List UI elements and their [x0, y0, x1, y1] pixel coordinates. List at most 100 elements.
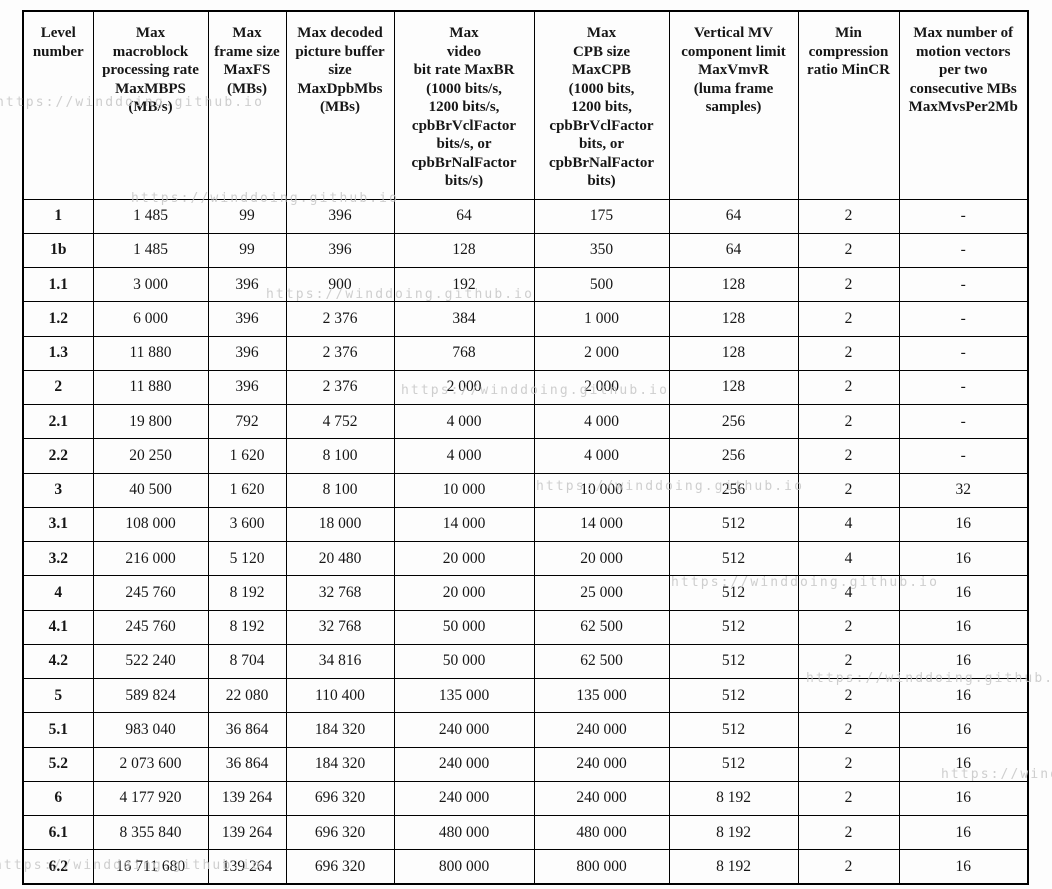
value-cell: 128 — [668, 301, 799, 337]
value-cell: 1 485 — [92, 232, 209, 269]
column-header: Level number — [22, 10, 94, 200]
value-cell: 20 000 — [393, 540, 535, 577]
column-header: Min compression ratio MinCR — [797, 10, 900, 200]
value-cell: 192 — [393, 266, 535, 303]
value-cell: 32 768 — [285, 575, 395, 611]
column-header: Max CPB size MaxCPB (1000 bits, 1200 bit… — [533, 10, 670, 200]
level-cell: 6.2 — [22, 849, 94, 885]
value-cell: 16 711 680 — [92, 849, 209, 885]
value-cell: 800 000 — [533, 849, 670, 885]
value-cell: 99 — [207, 232, 287, 269]
value-cell: 240 000 — [393, 712, 535, 748]
value-cell: 2 — [797, 849, 900, 885]
table-row: 4.2 522 240 8 704 34 816 50 000 62 500 512 2 16 — [22, 643, 1029, 680]
value-cell: 900 — [285, 266, 395, 303]
value-cell: 4 — [797, 575, 900, 611]
value-cell: - — [898, 438, 1029, 474]
value-cell: 139 264 — [207, 814, 287, 851]
value-cell: 25 000 — [533, 575, 670, 611]
value-cell: 99 — [207, 198, 287, 234]
value-cell: 16 — [898, 540, 1029, 577]
value-cell: 16 — [898, 712, 1029, 748]
value-cell: 4 752 — [285, 403, 395, 440]
value-cell: 396 — [285, 198, 395, 234]
table-header: Level number Max macroblock processing ra… — [22, 10, 1029, 200]
value-cell: 20 480 — [285, 540, 395, 577]
table-row: 5.1 983 040 36 864 184 320 240 000 240 000 512… — [22, 712, 1029, 748]
value-cell: 16 — [898, 814, 1029, 851]
value-cell: 1 000 — [533, 301, 670, 337]
level-cell: 3.1 — [22, 506, 94, 543]
table-row: 2.2 20 250 1 620 8 100 4 000 4 000 256 2- — [22, 438, 1029, 474]
level-cell: 4.1 — [22, 609, 94, 645]
value-cell: 2 — [797, 609, 900, 645]
value-cell: 16 — [898, 609, 1029, 645]
h264-levels-table: Level number Max macroblock processing ra… — [22, 10, 1029, 885]
value-cell: 4 — [797, 540, 900, 577]
column-header: Max number of motion vectors per two con… — [898, 10, 1029, 200]
table-row: 3.2 216 000 5 120 20 480 20 000 20 000 512 4 16 — [22, 540, 1029, 577]
value-cell: 40 500 — [92, 472, 209, 508]
value-cell: - — [898, 198, 1029, 234]
value-cell: 128 — [668, 335, 799, 371]
value-cell: 2 — [797, 746, 900, 782]
value-cell: 64 — [668, 232, 799, 269]
value-cell: 1 620 — [207, 472, 287, 508]
value-cell: 128 — [668, 266, 799, 303]
value-cell: 2 — [797, 266, 900, 303]
value-cell: 14 000 — [393, 506, 535, 543]
value-cell: 8 704 — [207, 643, 287, 680]
value-cell: 512 — [668, 506, 799, 543]
table-row: 3.1 108 000 3 600 18 000 14 000 14 000 512 4 16 — [22, 506, 1029, 543]
value-cell: 2 — [797, 438, 900, 474]
level-cell: 6 — [22, 780, 94, 817]
header-row: Level number Max macroblock processing ra… — [22, 10, 1029, 200]
value-cell: 20 000 — [393, 575, 535, 611]
value-cell: 216 000 — [92, 540, 209, 577]
value-cell: 16 — [898, 677, 1029, 714]
value-cell: 8 192 — [668, 780, 799, 817]
value-cell: 256 — [668, 403, 799, 440]
value-cell: 983 040 — [92, 712, 209, 748]
value-cell: 696 320 — [285, 849, 395, 885]
value-cell: 50 000 — [393, 609, 535, 645]
value-cell: 16 — [898, 849, 1029, 885]
value-cell: 19 800 — [92, 403, 209, 440]
value-cell: 384 — [393, 301, 535, 337]
value-cell: 2 — [797, 198, 900, 234]
value-cell: - — [898, 232, 1029, 269]
table-row: 4 245 760 8 192 32 768 20 000 25 000 512 4 16 — [22, 575, 1029, 611]
value-cell: 11 880 — [92, 369, 209, 406]
table-row: 1.3 11 880 396 2 376 768 2 000 128 2- — [22, 335, 1029, 371]
table-row: 2.1 19 800 792 4 752 4 000 4 000 256 2- — [22, 403, 1029, 440]
value-cell: 2 — [797, 643, 900, 680]
value-cell: 36 864 — [207, 746, 287, 782]
column-header: Max video bit rate MaxBR (1000 bits/s, 1… — [393, 10, 535, 200]
value-cell: 135 000 — [533, 677, 670, 714]
value-cell: 512 — [668, 575, 799, 611]
value-cell: 62 500 — [533, 609, 670, 645]
value-cell: 184 320 — [285, 712, 395, 748]
level-cell: 3.2 — [22, 540, 94, 577]
level-cell: 4.2 — [22, 643, 94, 680]
value-cell: - — [898, 266, 1029, 303]
value-cell: 696 320 — [285, 814, 395, 851]
value-cell: 2 073 600 — [92, 746, 209, 782]
value-cell: 8 100 — [285, 472, 395, 508]
value-cell: 16 — [898, 780, 1029, 817]
value-cell: 396 — [207, 335, 287, 371]
value-cell: 240 000 — [393, 780, 535, 817]
level-cell: 5 — [22, 677, 94, 714]
value-cell: 4 000 — [393, 403, 535, 440]
value-cell: 512 — [668, 712, 799, 748]
value-cell: 800 000 — [393, 849, 535, 885]
value-cell: 32 — [898, 472, 1029, 508]
level-cell: 3 — [22, 472, 94, 508]
level-cell: 5.1 — [22, 712, 94, 748]
value-cell: 2 — [797, 780, 900, 817]
value-cell: 2 — [797, 335, 900, 371]
value-cell: 2 — [797, 472, 900, 508]
value-cell: 4 177 920 — [92, 780, 209, 817]
